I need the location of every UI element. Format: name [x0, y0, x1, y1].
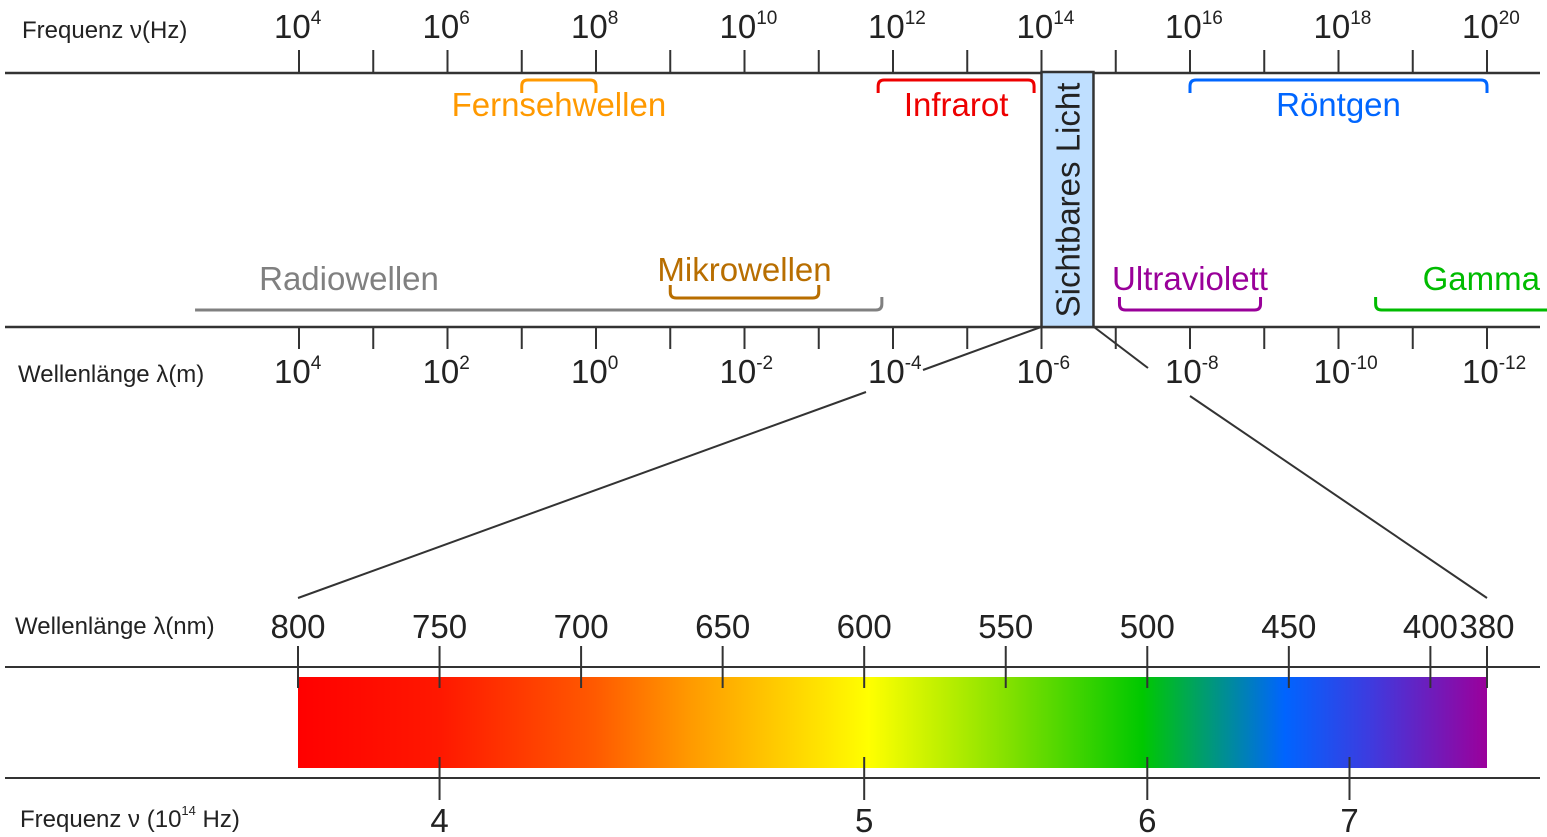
nm-tick-label: 650: [695, 608, 750, 645]
visible-light-label: Sichtbares Licht: [1049, 83, 1086, 318]
tick-base: 10: [1017, 8, 1054, 45]
tick-exponent: 8: [608, 8, 619, 29]
wavelength-tick-label: 10-8: [1165, 353, 1219, 390]
band-label-mikrowellen: Mikrowellen: [657, 251, 831, 288]
zoom-line-left-upper: [922, 326, 1042, 371]
nm-tick-label: 380: [1459, 608, 1514, 645]
visible-color-gradient: [298, 677, 1487, 768]
tick-base: 10: [1314, 8, 1351, 45]
nm-tick-label: 750: [412, 608, 467, 645]
nm-tick-label: 400: [1403, 608, 1458, 645]
tick-base: 10: [571, 8, 608, 45]
nm-tick-label: 600: [837, 608, 892, 645]
band-label-röntgen: Röntgen: [1276, 86, 1401, 123]
band-label-radiowellen: Radiowellen: [259, 260, 439, 297]
bracket-gamma: [1374, 297, 1547, 312]
tick-base: 10: [1017, 353, 1054, 390]
visible-wavelength-title: Wellenlänge λ(nm): [15, 613, 215, 640]
tick-exponent: 20: [1499, 8, 1520, 29]
wavelength-tick-label: 10-12: [1462, 353, 1526, 390]
frequency-tick-label: 104: [274, 8, 322, 45]
band-label-gamma: Gamma: [1423, 260, 1541, 297]
tick-base: 10: [720, 353, 757, 390]
tick-base: 10: [423, 353, 460, 390]
bracket-fernsehwellen: [520, 78, 598, 93]
frequency-visible-tick-label: 4: [430, 802, 448, 837]
frequency-visible-tick-label: 7: [1340, 802, 1358, 837]
frequency-tick-label: 108: [571, 8, 618, 45]
frequency-visible-tick-label: 5: [855, 802, 873, 837]
frequency-visible-tick-label: 6: [1138, 802, 1156, 837]
nm-tick-label: 800: [270, 608, 325, 645]
tick-exponent: 6: [459, 8, 470, 29]
wavelength-tick-label: 104: [274, 353, 322, 390]
wavelength-tick-label: 10-4: [868, 353, 922, 390]
zoom-line-left-lower: [297, 391, 867, 599]
tick-base: 10: [274, 353, 311, 390]
tick-exponent: 16: [1202, 8, 1223, 29]
frequency-tick-label: 1014: [1017, 8, 1075, 45]
tick-base: 10: [571, 353, 608, 390]
tick-base: 10: [1165, 353, 1202, 390]
tick-base: 10: [1462, 8, 1499, 45]
tick-exponent: 10: [756, 8, 777, 29]
band-label-ultraviolett: Ultraviolett: [1112, 260, 1268, 297]
tick-exponent: -6: [1053, 353, 1070, 374]
wavelength-axis-title: Wellenlänge λ(m): [18, 361, 204, 388]
nm-tick-label: 550: [978, 608, 1033, 645]
frequency-tick-label: 1020: [1462, 8, 1520, 45]
frequency-tick-label: 1016: [1165, 8, 1223, 45]
bracket-radiowellen: [195, 297, 884, 312]
zoom-line-right-lower: [1189, 395, 1488, 599]
wavelength-tick-label: 102: [423, 353, 470, 390]
visible-light-band: [1040, 70, 1095, 329]
bracket-röntgen: [1188, 78, 1489, 93]
tick-base: 10: [1314, 353, 1351, 390]
tick-exponent: -12: [1499, 353, 1526, 374]
tick-exponent: 4: [311, 353, 322, 374]
zoom-line-right-upper: [1093, 326, 1149, 369]
tick-exponent: -4: [905, 353, 922, 374]
tick-exponent: -8: [1202, 353, 1219, 374]
tick-exponent: 0: [608, 353, 619, 374]
tick-exponent: 12: [905, 8, 926, 29]
nm-tick-label: 700: [554, 608, 609, 645]
frequency-tick-label: 1012: [868, 8, 926, 45]
nm-tick-label: 500: [1120, 608, 1175, 645]
tick-exponent: 14: [1053, 8, 1075, 29]
tick-exponent: -10: [1350, 353, 1377, 374]
tick-base: 10: [1462, 353, 1499, 390]
band-label-infrarot: Infrarot: [904, 86, 1009, 123]
tick-exponent: 2: [459, 353, 470, 374]
tick-base: 10: [868, 8, 905, 45]
wavelength-tick-label: 10-10: [1314, 353, 1378, 390]
tick-base: 10: [423, 8, 460, 45]
bracket-infrarot: [876, 78, 1036, 93]
wavelength-tick-label: 10-2: [720, 353, 774, 390]
bracket-ultraviolett: [1117, 297, 1263, 312]
frequency-tick-label: 1018: [1314, 8, 1372, 45]
tick-exponent: -2: [756, 353, 773, 374]
visible-frequency-title: Frequenz ν (1014 Hz): [20, 803, 240, 833]
tick-base: 10: [274, 8, 311, 45]
zoom-connector-lines: [297, 326, 1488, 599]
bracket-mikrowellen: [668, 285, 821, 300]
wavelength-tick-label: 10-6: [1017, 353, 1071, 390]
nm-tick-label: 450: [1261, 608, 1316, 645]
wavelength-tick-label: 100: [571, 353, 618, 390]
frequency-tick-label: 1010: [720, 8, 778, 45]
tick-base: 10: [1165, 8, 1202, 45]
frequency-tick-label: 106: [423, 8, 470, 45]
tick-exponent: 4: [311, 8, 322, 29]
band-label-fernsehwellen: Fernsehwellen: [452, 86, 667, 123]
tick-base: 10: [720, 8, 757, 45]
frequency-axis-title: Frequenz ν(Hz): [22, 17, 187, 44]
tick-base: 10: [868, 353, 905, 390]
tick-exponent: 18: [1350, 8, 1371, 29]
